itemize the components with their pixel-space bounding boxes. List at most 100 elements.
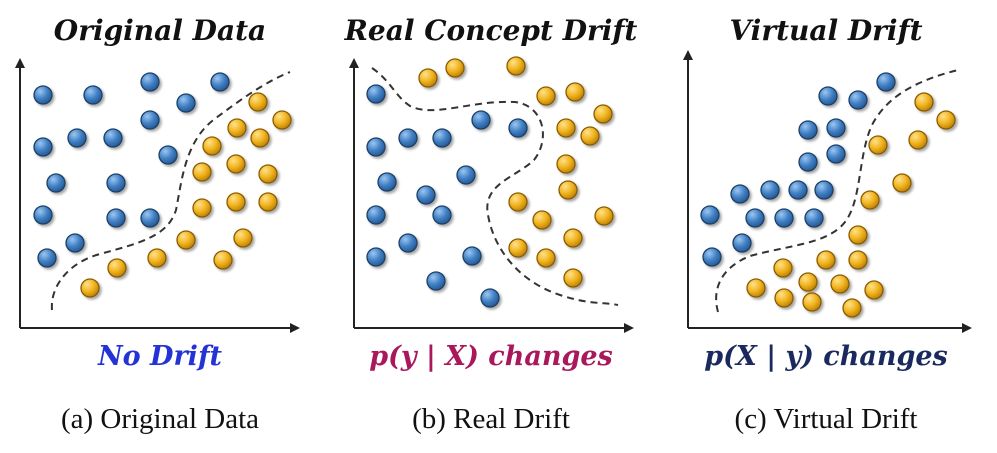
decision-boundary (715, 69, 959, 313)
class-a-point (732, 233, 752, 253)
class-a-point (65, 233, 85, 253)
class-a-point (462, 246, 482, 266)
class-a-points (33, 72, 230, 268)
class-a-point (826, 144, 846, 164)
class-a-point (366, 205, 386, 225)
class-a-point (398, 128, 418, 148)
class-b-points (80, 92, 292, 298)
class-a-point (140, 110, 160, 130)
class-a-point (67, 128, 87, 148)
class-a-point (33, 205, 53, 225)
class-b-point (258, 164, 278, 184)
class-a-point (106, 173, 126, 193)
class-b-point (107, 258, 127, 278)
class-b-point (556, 118, 576, 138)
class-a-point (377, 172, 397, 192)
class-b-point (418, 68, 438, 88)
class-a-point (804, 208, 824, 228)
panel-subtitle: p(X | y) changes (704, 341, 948, 372)
class-a-point (432, 205, 452, 225)
panel-title: Original Data (54, 14, 266, 47)
class-a-point (106, 208, 126, 228)
class-b-point (594, 206, 614, 226)
class-b-point (746, 278, 766, 298)
class-b-point (508, 238, 528, 258)
class-a-point (826, 118, 846, 138)
class-b-point (892, 173, 912, 193)
class-a-points (700, 72, 896, 267)
class-b-point (176, 230, 196, 250)
class-b-point (192, 198, 212, 218)
panel-caption: (a) Original Data (61, 403, 259, 435)
panel-title: Virtual Drift (729, 14, 922, 47)
class-a-point (788, 180, 808, 200)
panel-subtitle: No Drift (97, 341, 223, 372)
class-b-point (233, 228, 253, 248)
class-b-point (842, 298, 862, 318)
class-b-point (226, 154, 246, 174)
panel-subtitle: p(y | X) changes (369, 341, 613, 372)
class-a-point (730, 184, 750, 204)
class-b-point (248, 92, 268, 112)
class-b-point (226, 192, 246, 212)
class-b-point (192, 162, 212, 182)
class-b-point (250, 128, 270, 148)
class-b-point (848, 250, 868, 270)
class-a-point (37, 248, 57, 268)
class-a-point (33, 137, 53, 157)
decision-boundary (371, 67, 619, 306)
class-b-point (802, 292, 822, 312)
class-b-point (272, 110, 292, 130)
class-a-point (140, 208, 160, 228)
class-b-point (556, 154, 576, 174)
class-b-point (506, 56, 526, 76)
class-a-point (398, 233, 418, 253)
class-b-point (773, 258, 793, 278)
class-b-point (908, 130, 928, 150)
class-a-point (46, 173, 66, 193)
panel-title: Real Concept Drift (344, 14, 638, 47)
class-b-point (508, 192, 528, 212)
class-b-points (746, 92, 956, 318)
class-b-point (830, 274, 850, 294)
class-b-point (563, 228, 583, 248)
class-b-point (558, 180, 578, 200)
class-a-point (848, 90, 868, 110)
decision-boundary (50, 71, 291, 311)
class-b-point (227, 118, 247, 138)
class-b-point (532, 210, 552, 230)
panel-caption: (b) Real Drift (412, 403, 570, 435)
class-b-point (147, 248, 167, 268)
class-a-point (456, 165, 476, 185)
class-a-point (416, 185, 436, 205)
panel-real-drift: Real Concept Drift p(y | X) changes (b) … (344, 14, 638, 435)
class-b-point (864, 280, 884, 300)
class-a-point (210, 72, 230, 92)
class-a-point (83, 85, 103, 105)
class-a-point (798, 152, 818, 172)
class-a-point (158, 145, 178, 165)
class-a-point (745, 208, 765, 228)
class-a-point (798, 120, 818, 140)
class-b-points (418, 56, 614, 288)
class-a-point (366, 137, 386, 157)
class-a-point (103, 128, 123, 148)
class-a-point (426, 271, 446, 291)
class-a-point (760, 180, 780, 200)
class-b-point (860, 190, 880, 210)
class-a-point (366, 84, 386, 104)
class-a-point (471, 110, 491, 130)
class-b-point (563, 268, 583, 288)
class-a-point (176, 93, 196, 113)
panel-caption: (c) Virtual Drift (735, 403, 918, 435)
class-a-point (774, 208, 794, 228)
class-b-point (914, 92, 934, 112)
class-a-points (366, 84, 528, 308)
class-b-point (536, 86, 556, 106)
class-a-point (33, 85, 53, 105)
class-a-point (480, 288, 500, 308)
class-b-point (936, 110, 956, 130)
class-a-point (700, 205, 720, 225)
class-b-point (80, 278, 100, 298)
